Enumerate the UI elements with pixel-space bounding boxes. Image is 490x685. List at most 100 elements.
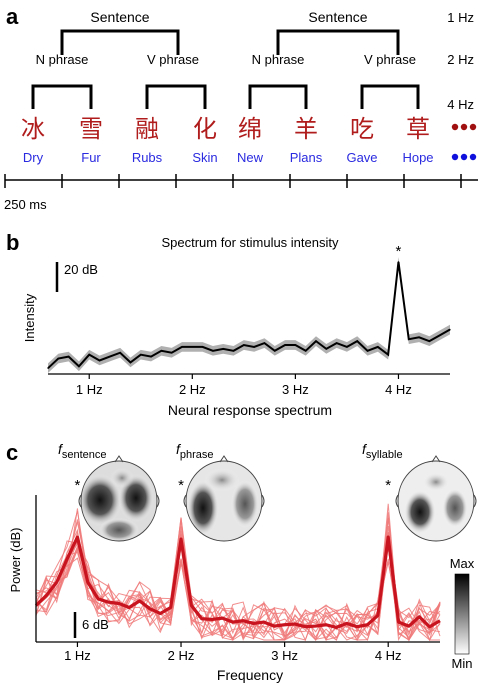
panel-b-point-33 bbox=[377, 346, 379, 348]
rate-label-2hz: 2 Hz bbox=[447, 52, 474, 67]
panel-b-point-40 bbox=[449, 328, 451, 331]
panel-b-point-19 bbox=[232, 350, 235, 352]
panel-c-tick-label-1: 1 Hz bbox=[64, 648, 91, 663]
colorbar bbox=[454, 573, 470, 655]
chinese-syllables: 冰 雪 融 化绵 羊 吃 草 bbox=[21, 115, 430, 143]
panel-c-tick-label-2: 2 Hz bbox=[168, 648, 195, 663]
panel-b-point-1 bbox=[47, 367, 49, 369]
syllable-cn-6: 羊 bbox=[294, 115, 318, 143]
continuation-dots-en bbox=[451, 153, 477, 161]
topography-syllable bbox=[395, 455, 477, 542]
rate-label-1hz: 1 Hz bbox=[447, 10, 474, 25]
panel-b-point-36 bbox=[408, 338, 410, 340]
panel-b-point-12 bbox=[160, 350, 162, 352]
sentence-label-1: Sentence bbox=[90, 9, 149, 25]
syllable-en-8: Hope bbox=[402, 150, 433, 165]
panel-b-point-11 bbox=[150, 356, 152, 358]
topo-label-phrase: fphrase bbox=[176, 441, 214, 461]
panel-b-point-18 bbox=[222, 348, 224, 350]
panel-c-ylabel: Power (dB) bbox=[8, 527, 23, 592]
panel-b-point-25 bbox=[294, 344, 296, 346]
topo-label-sentence: fsentence bbox=[58, 441, 107, 461]
panel-b-point-15 bbox=[191, 346, 193, 348]
panel-b-point-27 bbox=[315, 340, 317, 342]
panel-b-point-7 bbox=[109, 356, 111, 358]
syllable-cn-8: 草 bbox=[406, 115, 430, 143]
panel-b-title: Spectrum for stimulus intensity bbox=[161, 235, 339, 250]
panel-b-point-3 bbox=[68, 356, 70, 358]
english-syllables: Dry Fur Rubs Skin New Plans Gave Hope bbox=[23, 150, 434, 165]
panel-b-point-24 bbox=[284, 344, 286, 346]
panel-c-xlabel: Frequency bbox=[217, 667, 283, 683]
syllable-en-6: Plans bbox=[290, 150, 323, 165]
syllable-en-3: Rubs bbox=[132, 150, 163, 165]
panel-b-xlabel: Neural response spectrum bbox=[168, 402, 332, 418]
syllable-cn-7: 吃 bbox=[350, 115, 374, 143]
panel-b-point-30 bbox=[346, 346, 348, 348]
panel-b-point-5 bbox=[88, 354, 90, 356]
panel-c-label: c bbox=[6, 440, 18, 465]
panel-b-point-23 bbox=[274, 350, 276, 352]
panel-b-error-band bbox=[48, 257, 450, 374]
panel-a-label: a bbox=[6, 4, 19, 29]
syllable-cn-5: 绵 bbox=[238, 115, 262, 143]
panel-b-tick-label-2: 2 Hz bbox=[179, 382, 206, 397]
syllable-cn-4: 化 bbox=[193, 115, 217, 143]
noun-phrase-label-2: N phrase bbox=[252, 52, 305, 67]
panel-b-point-35 bbox=[397, 261, 400, 263]
panel-c-subject-trace-11 bbox=[35, 508, 441, 641]
panel-b-peak-star: * bbox=[396, 243, 402, 260]
topography-phrase bbox=[183, 455, 265, 542]
panel-c-x-ticks: 1 Hz 2 Hz 3 Hz 4 Hz bbox=[64, 642, 402, 663]
timeline-axis bbox=[4, 174, 478, 188]
panel-b-point-10 bbox=[140, 354, 142, 356]
panel-b-tick-label-1: 1 Hz bbox=[76, 382, 103, 397]
syllable-en-2: Fur bbox=[81, 150, 101, 165]
syntax-tree bbox=[31, 29, 420, 109]
panel-b-point-38 bbox=[428, 340, 430, 342]
panel-b-label: b bbox=[6, 230, 19, 255]
stimulus-spectrum-chart: * bbox=[47, 243, 451, 374]
panel-b-x-ticks: 1 Hz 2 Hz 3 Hz 4 Hz bbox=[76, 374, 412, 397]
panel-b-point-6 bbox=[98, 359, 101, 362]
colorbar-max-label: Max bbox=[450, 556, 475, 571]
syllable-en-7: Gave bbox=[346, 150, 377, 165]
panel-b-point-21 bbox=[253, 346, 255, 348]
panel-b-point-9 bbox=[129, 361, 132, 363]
panel-c-subject-trace-15 bbox=[35, 520, 441, 640]
panel-c-peak-star-1: * bbox=[75, 477, 81, 494]
panel-b-point-22 bbox=[263, 342, 266, 344]
panel-b-point-26 bbox=[305, 350, 307, 352]
sentence-label-2: Sentence bbox=[308, 9, 367, 25]
verb-phrase-label-1: V phrase bbox=[147, 52, 199, 67]
syllable-en-1: Dry bbox=[23, 150, 44, 165]
panel-b-tick-label-3: 3 Hz bbox=[282, 382, 309, 397]
panel-b-point-34 bbox=[387, 354, 389, 356]
panel-b-point-32 bbox=[366, 350, 369, 352]
syllable-en-5: New bbox=[237, 150, 264, 165]
panel-b-point-17 bbox=[212, 350, 214, 352]
syllable-en-4: Skin bbox=[192, 150, 217, 165]
colorbar-min-label: Min bbox=[452, 656, 473, 671]
neural-power-spectrum-chart: * * * bbox=[34, 477, 441, 642]
panel-b-point-8 bbox=[119, 352, 121, 354]
panel-b-point-4 bbox=[78, 365, 80, 367]
panel-b-scalebar-label: 20 dB bbox=[64, 262, 98, 277]
rate-label-4hz: 4 Hz bbox=[447, 97, 474, 112]
panel-b-point-14 bbox=[181, 346, 183, 348]
panel-b-point-39 bbox=[439, 334, 441, 336]
syllable-cn-1: 冰 bbox=[21, 115, 45, 143]
panel-b-point-31 bbox=[356, 340, 358, 342]
panel-b-point-28 bbox=[325, 348, 327, 350]
topo-label-syllable: fsyllable bbox=[362, 441, 403, 461]
panel-c-scalebar-label: 6 dB bbox=[82, 617, 109, 632]
panel-b-tick-label-4: 4 Hz bbox=[385, 382, 412, 397]
panel-c-tick-label-4: 4 Hz bbox=[375, 648, 402, 663]
timescale-label: 250 ms bbox=[4, 197, 47, 212]
topography-sentence bbox=[78, 455, 160, 542]
panel-b-point-13 bbox=[171, 352, 173, 354]
panel-b-point-2 bbox=[57, 357, 59, 360]
panel-c-tick-label-3: 3 Hz bbox=[271, 648, 298, 663]
panel-c-peak-star-3: * bbox=[385, 477, 391, 494]
